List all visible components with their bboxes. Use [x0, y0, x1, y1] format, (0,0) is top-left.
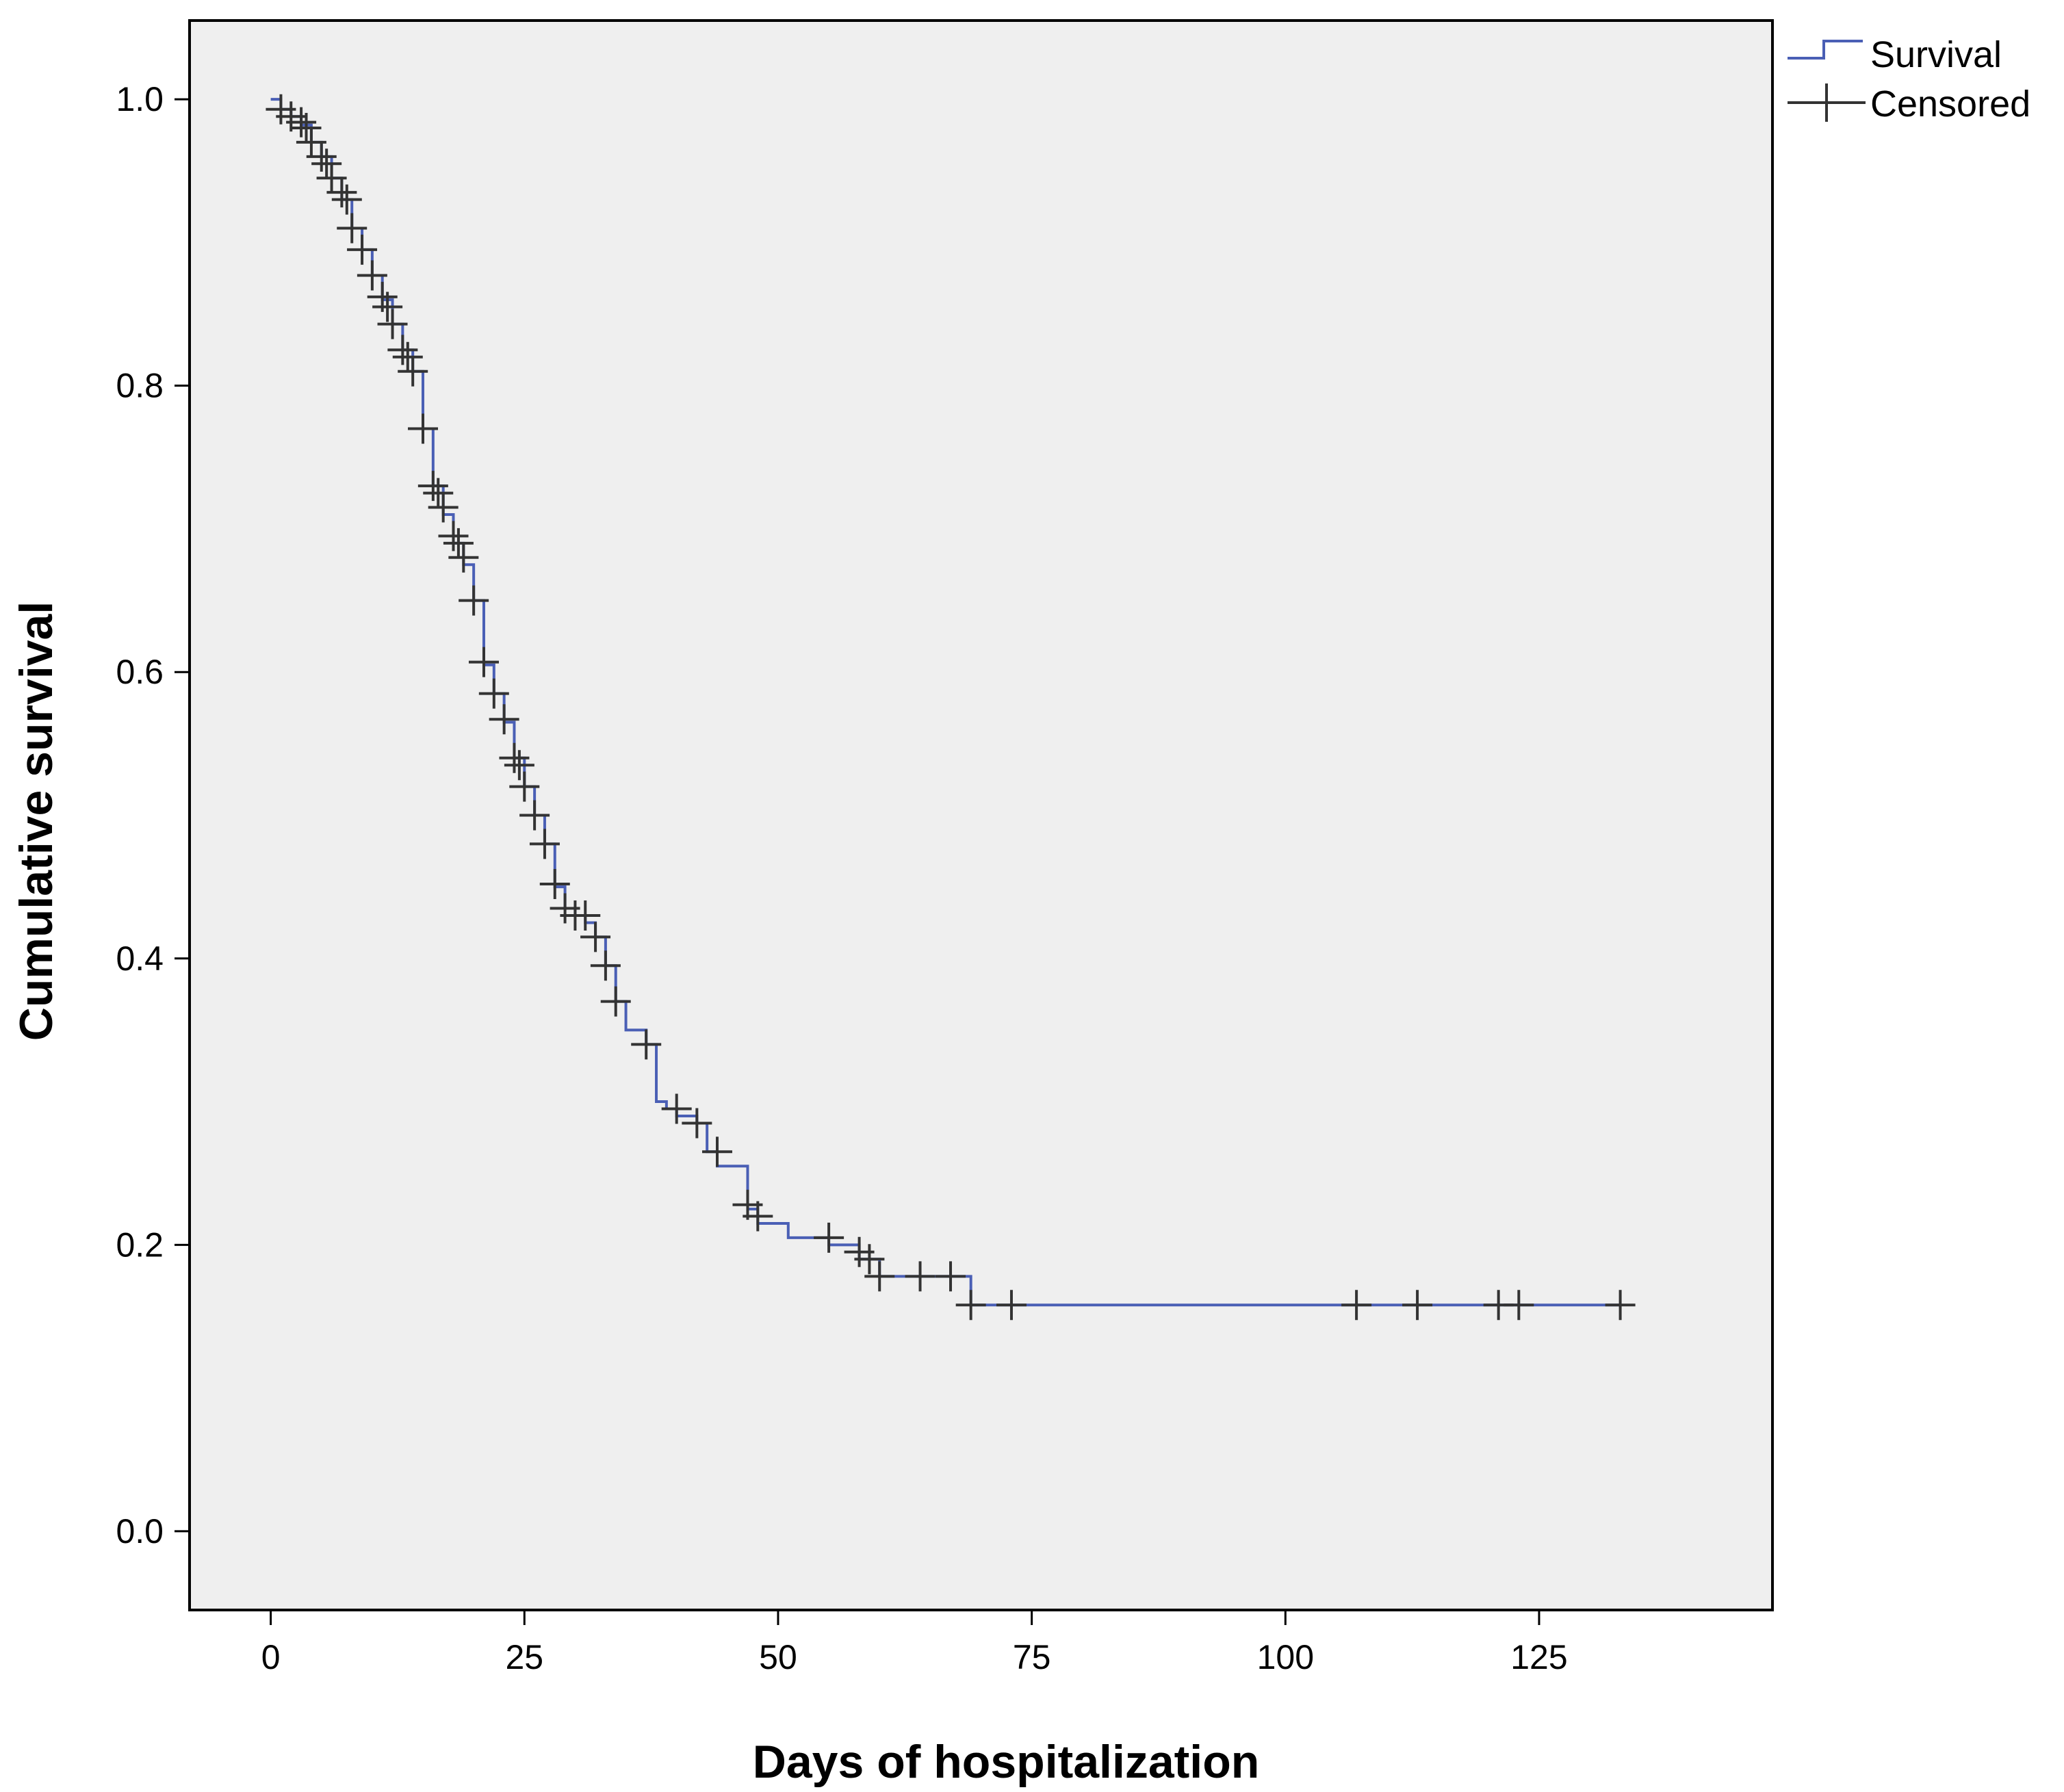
censored-marker: [1504, 1290, 1534, 1321]
censored-marker: [489, 704, 519, 735]
y-tick-label: 0.0: [116, 1512, 164, 1550]
censored-marker: [478, 678, 509, 709]
x-axis-title: Days of hospitalization: [753, 1736, 1260, 1788]
legend-survival-swatch: [1788, 40, 1863, 60]
y-tick-label: 1.0: [116, 80, 164, 118]
censored-marker: [377, 309, 408, 339]
censored-marker: [448, 542, 479, 573]
censored-marker: [428, 492, 459, 523]
x-tick-label: 125: [1510, 1638, 1567, 1676]
y-tick-label: 0.6: [116, 653, 164, 691]
censored-marker: [504, 750, 534, 781]
censored-marker: [408, 413, 439, 444]
x-tick-label: 25: [505, 1638, 543, 1676]
censored-marker: [600, 986, 631, 1017]
x-tick-label: 75: [1013, 1638, 1051, 1676]
y-tick-label: 0.2: [116, 1225, 164, 1264]
x-tick-label: 50: [759, 1638, 797, 1676]
censored-marker: [387, 335, 418, 365]
censored-marker: [509, 771, 540, 802]
censored-marker: [661, 1093, 692, 1124]
censored-marker: [357, 260, 387, 291]
y-axis: 0.0 0.2 0.4 0.6 0.8 1.0: [116, 80, 190, 1550]
legend-censored-label: Censored: [1870, 83, 2030, 125]
censored-marker: [291, 112, 322, 143]
censored-markers: [266, 94, 1636, 1321]
censored-marker: [326, 177, 357, 208]
censored-marker: [499, 742, 530, 773]
censored-marker: [580, 922, 611, 952]
x-tick-label: 100: [1257, 1638, 1314, 1676]
censored-marker: [631, 1029, 662, 1060]
censored-marker: [459, 585, 489, 616]
censored-marker: [955, 1290, 986, 1321]
censored-marker: [743, 1201, 773, 1232]
censored-marker: [590, 950, 621, 981]
censored-marker: [417, 471, 448, 502]
censored-marker: [423, 478, 454, 508]
censored-marker: [1605, 1290, 1636, 1321]
y-tick-label: 0.4: [116, 939, 164, 978]
censored-marker: [936, 1261, 966, 1292]
y-tick-label: 0.8: [116, 367, 164, 405]
censored-marker: [682, 1108, 712, 1139]
y-axis-title: Cumulative survival: [10, 601, 62, 1041]
censored-marker: [864, 1261, 895, 1292]
x-tick-label: 0: [261, 1638, 281, 1676]
censored-marker: [311, 148, 342, 179]
censored-marker: [539, 868, 570, 899]
censored-marker: [814, 1222, 844, 1253]
censored-marker: [306, 141, 337, 172]
legend: Survival Censored: [1788, 34, 2030, 125]
censored-marker: [392, 341, 423, 372]
censored-marker: [443, 528, 474, 558]
x-axis: 0 25 50 75 100 125: [261, 1610, 1568, 1676]
censored-marker: [438, 521, 469, 551]
censored-marker: [570, 900, 601, 931]
censored-marker: [529, 829, 560, 859]
censored-marker: [905, 1261, 936, 1292]
censored-marker: [468, 647, 499, 677]
censored-marker: [996, 1290, 1027, 1321]
legend-survival-label: Survival: [1870, 34, 2002, 75]
censored-marker: [331, 184, 362, 215]
censored-marker: [337, 213, 367, 244]
censored-marker: [1402, 1290, 1433, 1321]
censored-marker: [372, 291, 403, 322]
censored-marker: [398, 356, 428, 387]
censored-marker: [1341, 1290, 1372, 1321]
censored-marker: [854, 1244, 885, 1275]
censored-marker: [519, 800, 550, 831]
plot-area: [188, 19, 1774, 1611]
censored-marker: [347, 234, 378, 265]
censored-marker: [702, 1137, 732, 1167]
censored-marker: [286, 107, 317, 138]
